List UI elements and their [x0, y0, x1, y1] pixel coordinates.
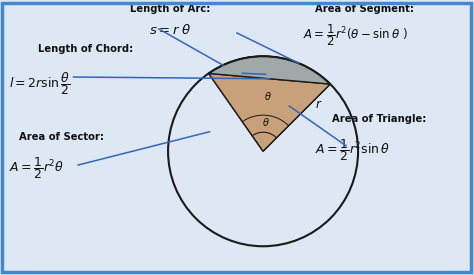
- Polygon shape: [209, 56, 330, 151]
- Text: Length of Chord:: Length of Chord:: [38, 44, 133, 54]
- Text: Area of Segment:: Area of Segment:: [316, 4, 414, 14]
- Text: Area of Sector:: Area of Sector:: [19, 132, 104, 142]
- Text: $s = r\ \theta$: $s = r\ \theta$: [149, 23, 192, 37]
- Text: $\theta$: $\theta$: [264, 89, 272, 101]
- Text: Length of Arc:: Length of Arc:: [130, 4, 211, 14]
- Text: $l = 2r\sin\dfrac{\theta}{2}$: $l = 2r\sin\dfrac{\theta}{2}$: [9, 70, 71, 97]
- Text: $r$: $r$: [315, 98, 322, 111]
- Text: Area of Triangle:: Area of Triangle:: [332, 114, 426, 124]
- Text: $\theta$: $\theta$: [262, 116, 270, 128]
- Text: $A = \dfrac{1}{2}r^2 \sin\theta$: $A = \dfrac{1}{2}r^2 \sin\theta$: [315, 138, 391, 163]
- Text: $A = \dfrac{1}{2}r^2\theta$: $A = \dfrac{1}{2}r^2\theta$: [9, 155, 65, 181]
- Polygon shape: [209, 73, 330, 151]
- Polygon shape: [209, 56, 330, 84]
- Text: $A = \dfrac{1}{2}r^2(\theta - \sin\theta\ )$: $A = \dfrac{1}{2}r^2(\theta - \sin\theta…: [303, 22, 408, 48]
